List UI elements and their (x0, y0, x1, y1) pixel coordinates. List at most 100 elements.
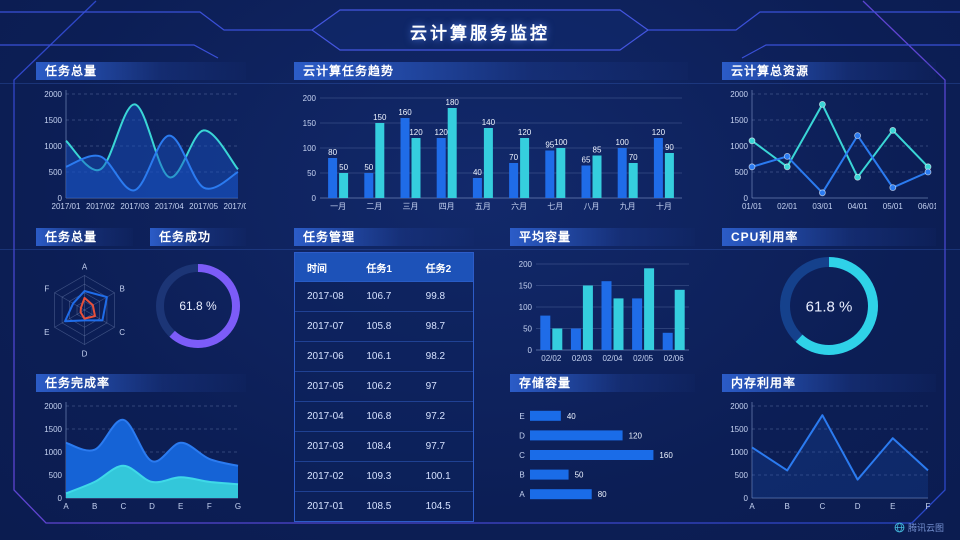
svg-text:十月: 十月 (656, 201, 672, 211)
svg-text:F: F (44, 284, 49, 293)
table-row: 2017-02 109.3 100.1 (295, 462, 473, 492)
svg-text:一月: 一月 (330, 202, 346, 211)
svg-text:A: A (82, 263, 88, 272)
memory-line-chart: 0 500 1000 1500 2000 A B C D E F (730, 402, 931, 511)
table-cell: 106.8 (366, 411, 392, 422)
svg-text:七月: 七月 (547, 202, 563, 211)
svg-text:02/04: 02/04 (602, 354, 623, 363)
avg-capacity-bar-chart: 0 50 100 150 200 02/02 02/03 02/04 02/05 02/06 (519, 260, 689, 363)
table-cell: 106.7 (366, 291, 392, 302)
watermark: 腾讯云图 (894, 521, 944, 534)
table-cell: 2017-02 (307, 471, 344, 482)
panel-title-task-radar: 任务总量 (36, 228, 133, 246)
table-cell: 98.7 (425, 321, 446, 332)
table-row: 2017-06 106.1 98.2 (295, 342, 473, 372)
table-cell: 100.1 (425, 471, 451, 482)
column-header: 时间 (307, 263, 327, 275)
svg-text:D: D (519, 431, 525, 440)
svg-text:80: 80 (598, 490, 607, 499)
task-success-donut: 61.8 % (156, 264, 240, 348)
svg-text:50: 50 (307, 169, 316, 178)
svg-text:01/01: 01/01 (742, 202, 763, 211)
svg-text:50: 50 (523, 325, 532, 334)
table-header-row: 时间 任务1 任务2 (295, 253, 473, 282)
svg-text:E: E (178, 502, 183, 511)
svg-text:D: D (82, 350, 88, 359)
table-row: 2017-07 105.8 98.7 (295, 312, 473, 342)
svg-text:120: 120 (629, 431, 643, 440)
table-row: 2017-08 106.7 99.8 (295, 282, 473, 312)
svg-text:500: 500 (735, 168, 749, 177)
cpu-donut: 61.8 % (780, 257, 878, 355)
svg-text:100: 100 (616, 138, 630, 147)
svg-text:90: 90 (665, 143, 674, 152)
table-cell: 99.8 (425, 291, 446, 302)
svg-text:500: 500 (49, 168, 63, 177)
svg-text:A: A (749, 502, 755, 511)
table-cell: 108.4 (366, 441, 392, 452)
table-cell: 106.1 (366, 351, 392, 362)
svg-text:06/01: 06/01 (918, 202, 936, 211)
table-cell: 109.3 (366, 471, 392, 482)
task-table: 时间 任务1 任务2 2017-08 106.7 99.8 2017-07 105.8 98.7… (294, 252, 474, 522)
svg-text:2017/06: 2017/06 (224, 202, 246, 211)
svg-text:2000: 2000 (730, 90, 748, 99)
svg-text:C: C (120, 502, 126, 511)
storage-hbar-chart: E 40 D 120 C 160 B 50 A 80 (519, 410, 673, 500)
table-cell: 2017-01 (307, 501, 344, 512)
svg-text:02/02: 02/02 (541, 354, 562, 363)
svg-text:B: B (785, 502, 790, 511)
svg-text:500: 500 (49, 471, 63, 480)
svg-text:E: E (44, 328, 49, 337)
svg-text:2000: 2000 (44, 402, 62, 411)
svg-text:B: B (519, 471, 524, 480)
svg-text:05/01: 05/01 (883, 202, 904, 211)
svg-text:0: 0 (58, 494, 63, 503)
svg-text:120: 120 (435, 128, 449, 137)
svg-text:2017/01: 2017/01 (52, 202, 81, 211)
svg-text:02/06: 02/06 (664, 354, 685, 363)
svg-text:2017/05: 2017/05 (189, 202, 218, 211)
svg-text:C: C (519, 451, 525, 460)
table-cell: 104.5 (425, 501, 451, 512)
svg-text:2017/03: 2017/03 (120, 202, 149, 211)
completion-area-chart: 0 500 1000 1500 2000 A B C D E F G (44, 402, 241, 511)
panel-title-storage: 存储容量 (510, 374, 695, 392)
task-radar-chart: A B C D E F (44, 263, 125, 359)
svg-text:80: 80 (328, 148, 337, 157)
svg-text:E: E (890, 502, 895, 511)
table-cell: 97 (425, 381, 437, 392)
svg-text:180: 180 (446, 98, 460, 107)
panel-title-cloud-resources: 云计算总资源 (722, 62, 936, 80)
table-row: 2017-01 108.5 104.5 (295, 492, 473, 521)
task-total-area-chart: 0 500 1000 1500 2000 2017/01 2017/02 2017/03 201… (44, 90, 246, 211)
svg-text:150: 150 (519, 282, 533, 291)
watermark-label: 腾讯云图 (907, 523, 944, 533)
svg-text:二月: 二月 (366, 202, 382, 211)
svg-text:100: 100 (303, 144, 317, 153)
column-header: 任务1 (366, 263, 392, 275)
svg-text:四月: 四月 (439, 202, 455, 211)
panel-title-memory: 内存利用率 (722, 374, 936, 392)
svg-text:0: 0 (528, 346, 533, 355)
svg-text:140: 140 (482, 118, 496, 127)
svg-text:50: 50 (364, 163, 373, 172)
svg-text:A: A (63, 502, 69, 511)
svg-text:500: 500 (735, 471, 749, 480)
svg-text:95: 95 (545, 141, 554, 150)
svg-text:九月: 九月 (620, 202, 636, 211)
svg-text:1000: 1000 (44, 142, 62, 151)
table-row: 2017-05 106.2 97 (295, 372, 473, 402)
svg-text:五月: 五月 (475, 202, 491, 211)
svg-text:C: C (119, 328, 125, 337)
svg-text:0: 0 (744, 194, 749, 203)
svg-text:1000: 1000 (730, 142, 748, 151)
svg-text:65: 65 (582, 156, 591, 165)
table-cell: 108.5 (366, 501, 392, 512)
svg-text:02/03: 02/03 (572, 354, 593, 363)
svg-text:200: 200 (519, 260, 533, 269)
globe-icon (894, 522, 905, 533)
svg-text:0: 0 (312, 194, 317, 203)
svg-text:02/01: 02/01 (777, 202, 798, 211)
